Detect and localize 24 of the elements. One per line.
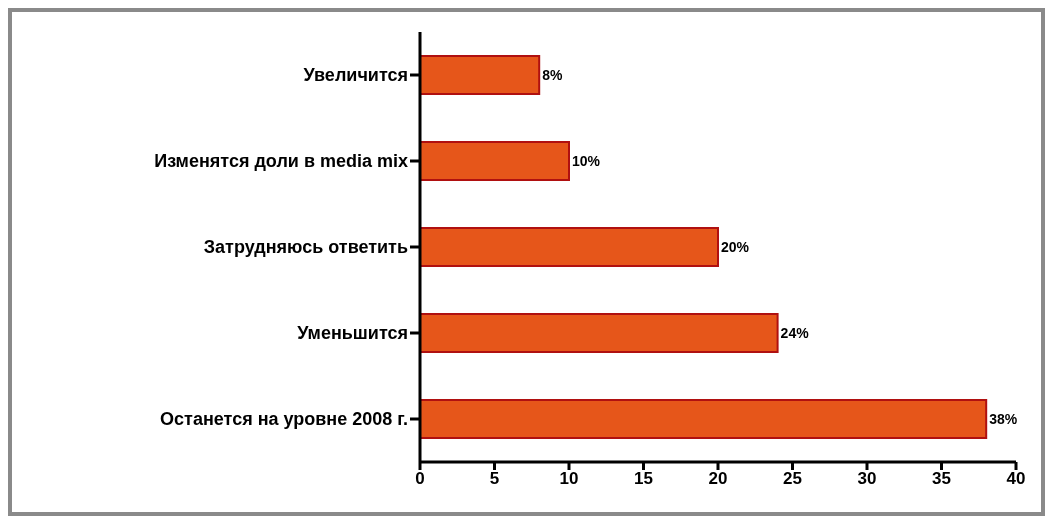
bar — [420, 227, 719, 268]
bar — [420, 141, 570, 182]
x-tick-label: 0 — [415, 469, 425, 489]
bar — [420, 399, 988, 440]
data-label: 38% — [989, 411, 1018, 428]
x-tick-label: 10 — [559, 469, 579, 489]
y-tick-label: Увеличится — [303, 65, 408, 86]
y-tick-label: Уменьшится — [297, 323, 408, 344]
y-tick-label: Останется на уровне 2008 г. — [160, 409, 408, 430]
x-tick-label: 25 — [783, 469, 802, 489]
x-tick-label: 15 — [634, 469, 653, 489]
bar — [420, 55, 541, 96]
data-label: 8% — [542, 67, 563, 84]
x-tick-label: 30 — [857, 469, 877, 489]
x-tick-label: 5 — [489, 469, 500, 489]
data-label: 24% — [780, 325, 810, 342]
y-tick-label: Затрудняюсь ответить — [203, 237, 408, 258]
data-label: 20% — [721, 239, 750, 256]
x-tick-label: 20 — [708, 469, 728, 489]
y-tick-label: Изменятся доли в media mix — [154, 151, 408, 172]
bar — [420, 313, 779, 354]
data-label: 10% — [572, 153, 601, 170]
x-tick-label: 40 — [1006, 469, 1026, 489]
x-tick-label: 35 — [932, 469, 951, 489]
